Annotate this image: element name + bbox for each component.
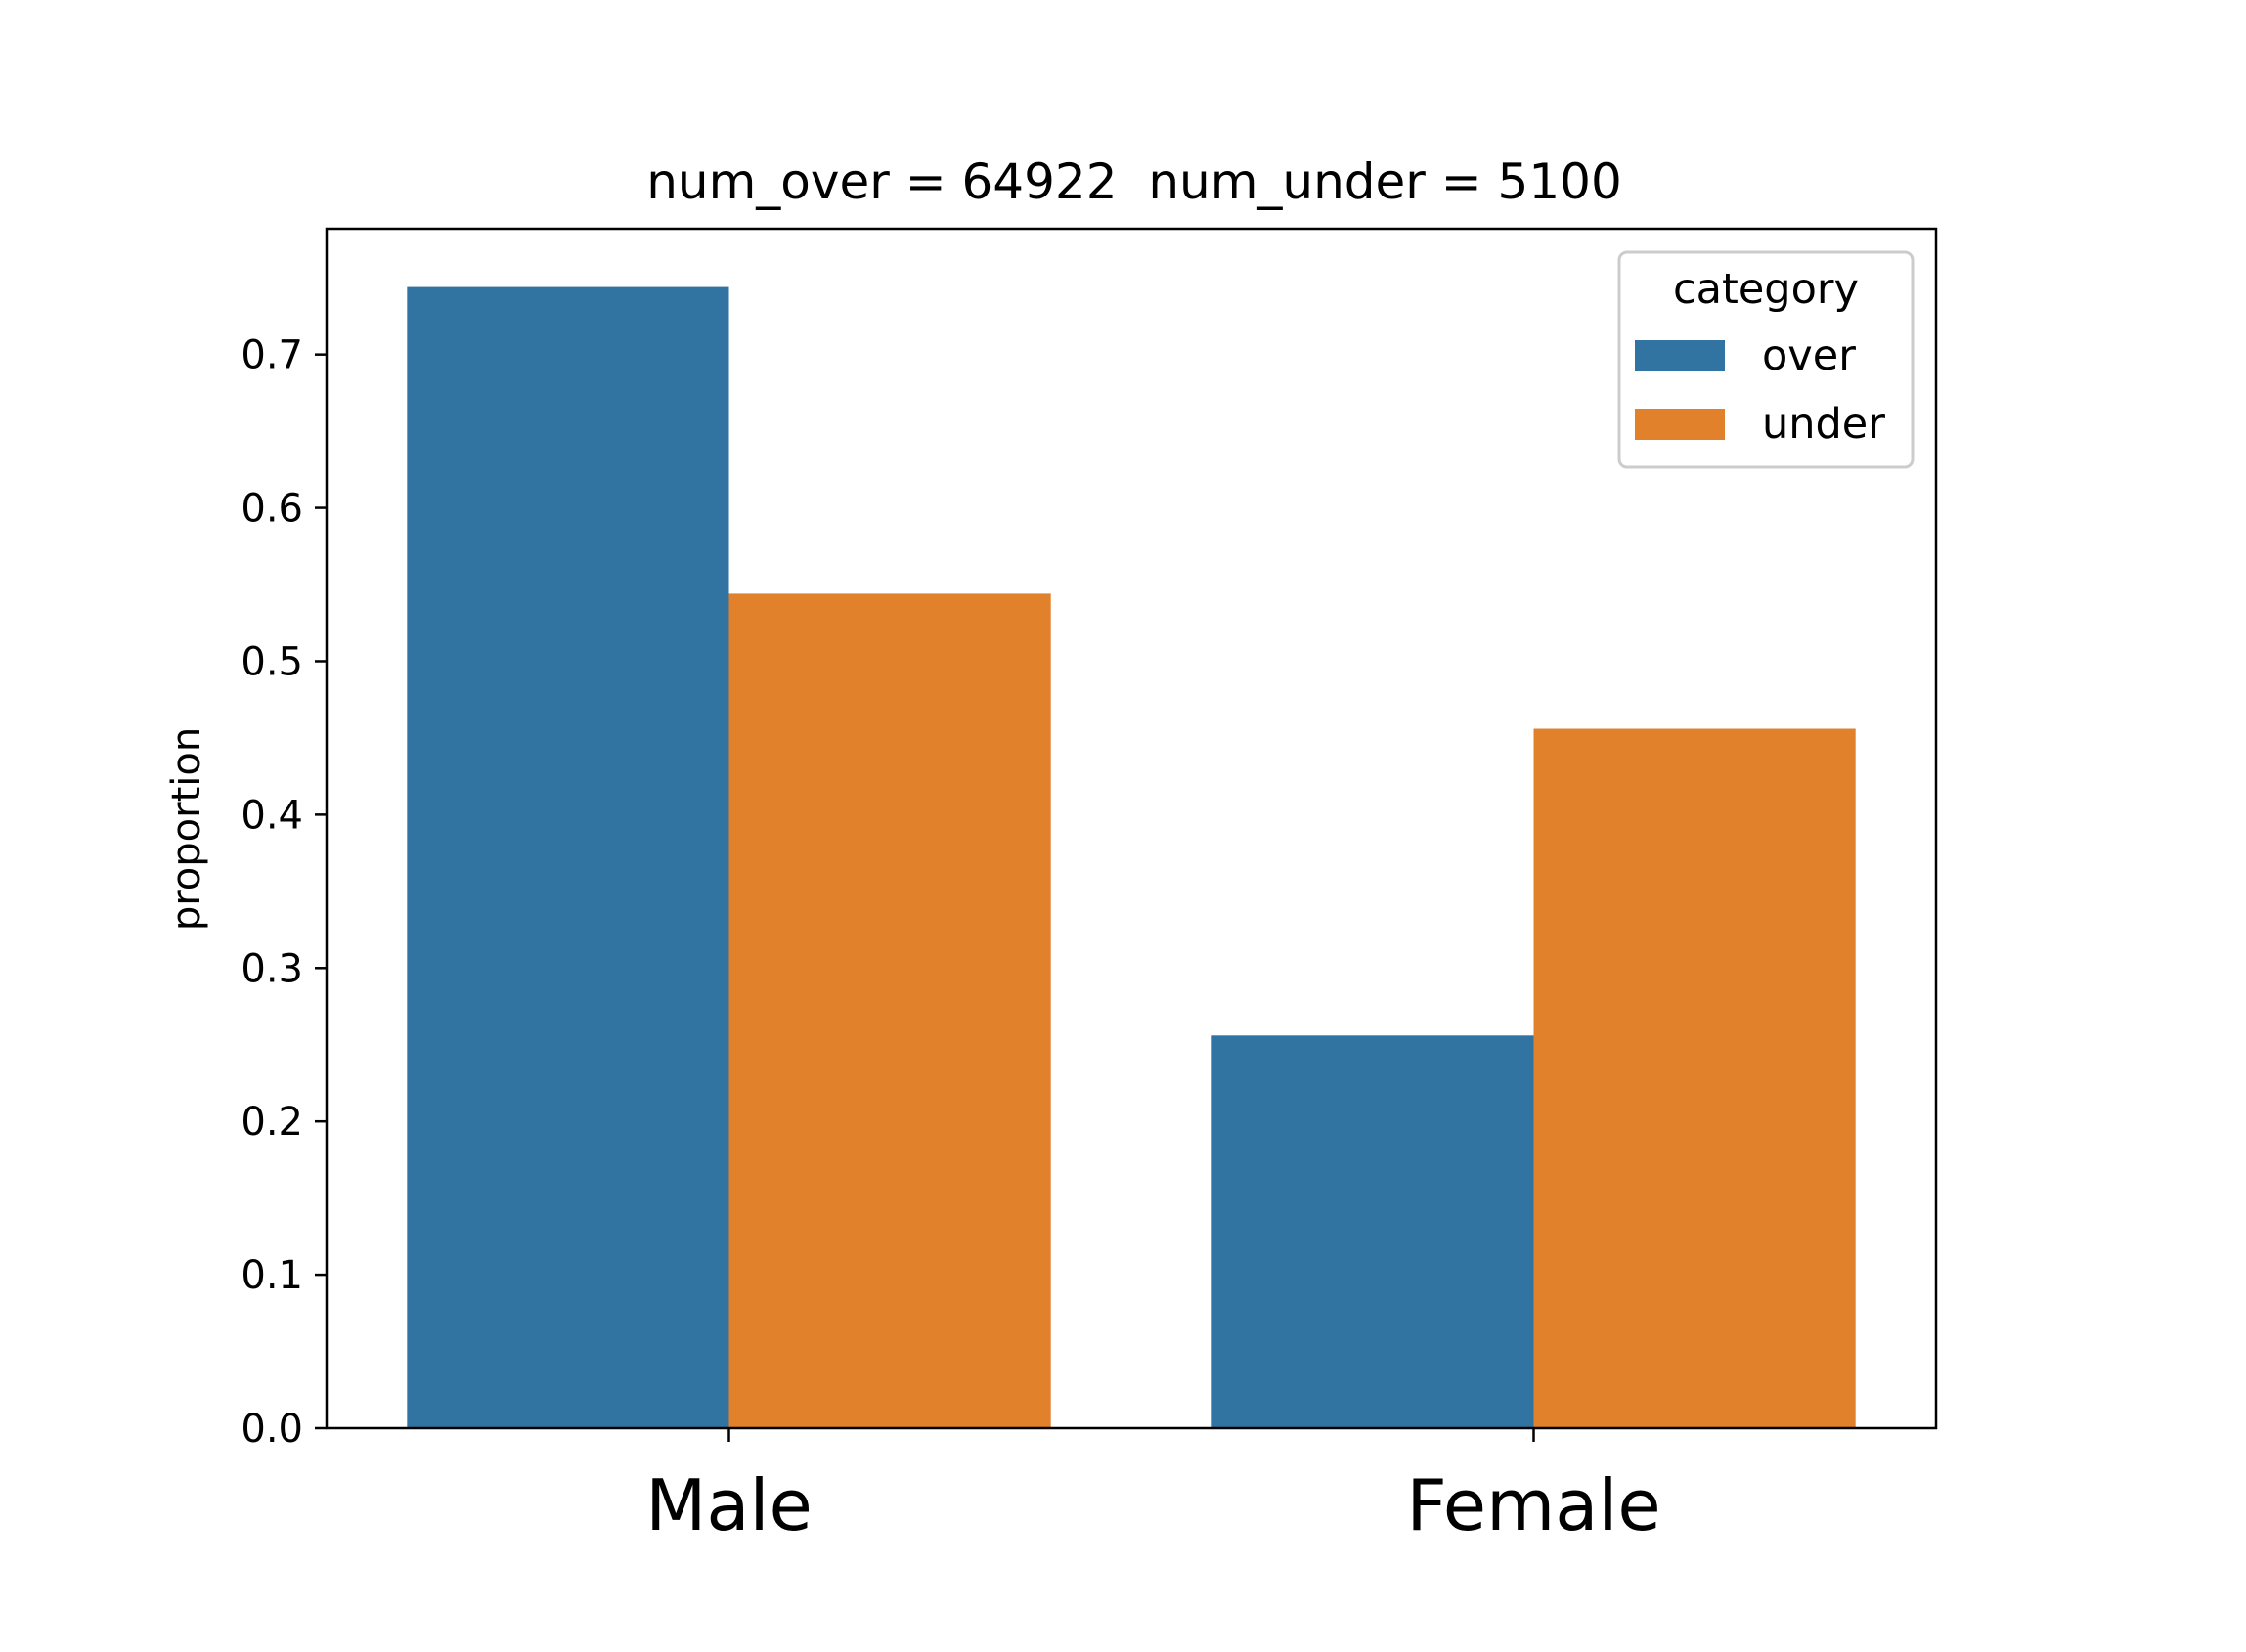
legend-swatch-over: [1635, 340, 1725, 371]
x-tick-label-female: Female: [1406, 1464, 1660, 1546]
y-tick-label: 0.1: [241, 1253, 303, 1298]
legend-entries: over under: [1635, 331, 1885, 449]
y-tick-label: 0.3: [241, 946, 303, 991]
x-axis: Male Female: [645, 1428, 1661, 1546]
y-tick-label: 0.5: [241, 639, 303, 684]
bar-female-over: [1211, 1035, 1534, 1428]
legend-swatch-under: [1635, 409, 1725, 440]
y-axis: 0.0 0.1 0.2 0.3 0.4 0.5 0.6 0.7: [241, 333, 327, 1452]
y-tick-label: 0.0: [241, 1407, 303, 1452]
bar-male-under: [728, 593, 1051, 1428]
bars-group: [407, 286, 1856, 1429]
y-tick-label: 0.7: [241, 333, 303, 378]
chart-title: num_over = 64922 num_under = 5100: [646, 153, 1622, 210]
legend: category over under: [1617, 250, 1915, 469]
legend-title: category: [1673, 265, 1859, 314]
plot-frame: [325, 227, 1938, 1430]
x-tick-label-male: Male: [645, 1464, 813, 1546]
y-tick-label: 0.6: [241, 487, 303, 532]
y-tick-label: 0.4: [241, 793, 303, 838]
legend-label-under: under: [1762, 400, 1885, 449]
y-tick-label: 0.2: [241, 1100, 303, 1145]
bar-male-over: [407, 286, 729, 1429]
y-axis-label: proportion: [164, 727, 209, 931]
bar-female-under: [1533, 728, 1856, 1428]
legend-label-over: over: [1762, 331, 1856, 380]
